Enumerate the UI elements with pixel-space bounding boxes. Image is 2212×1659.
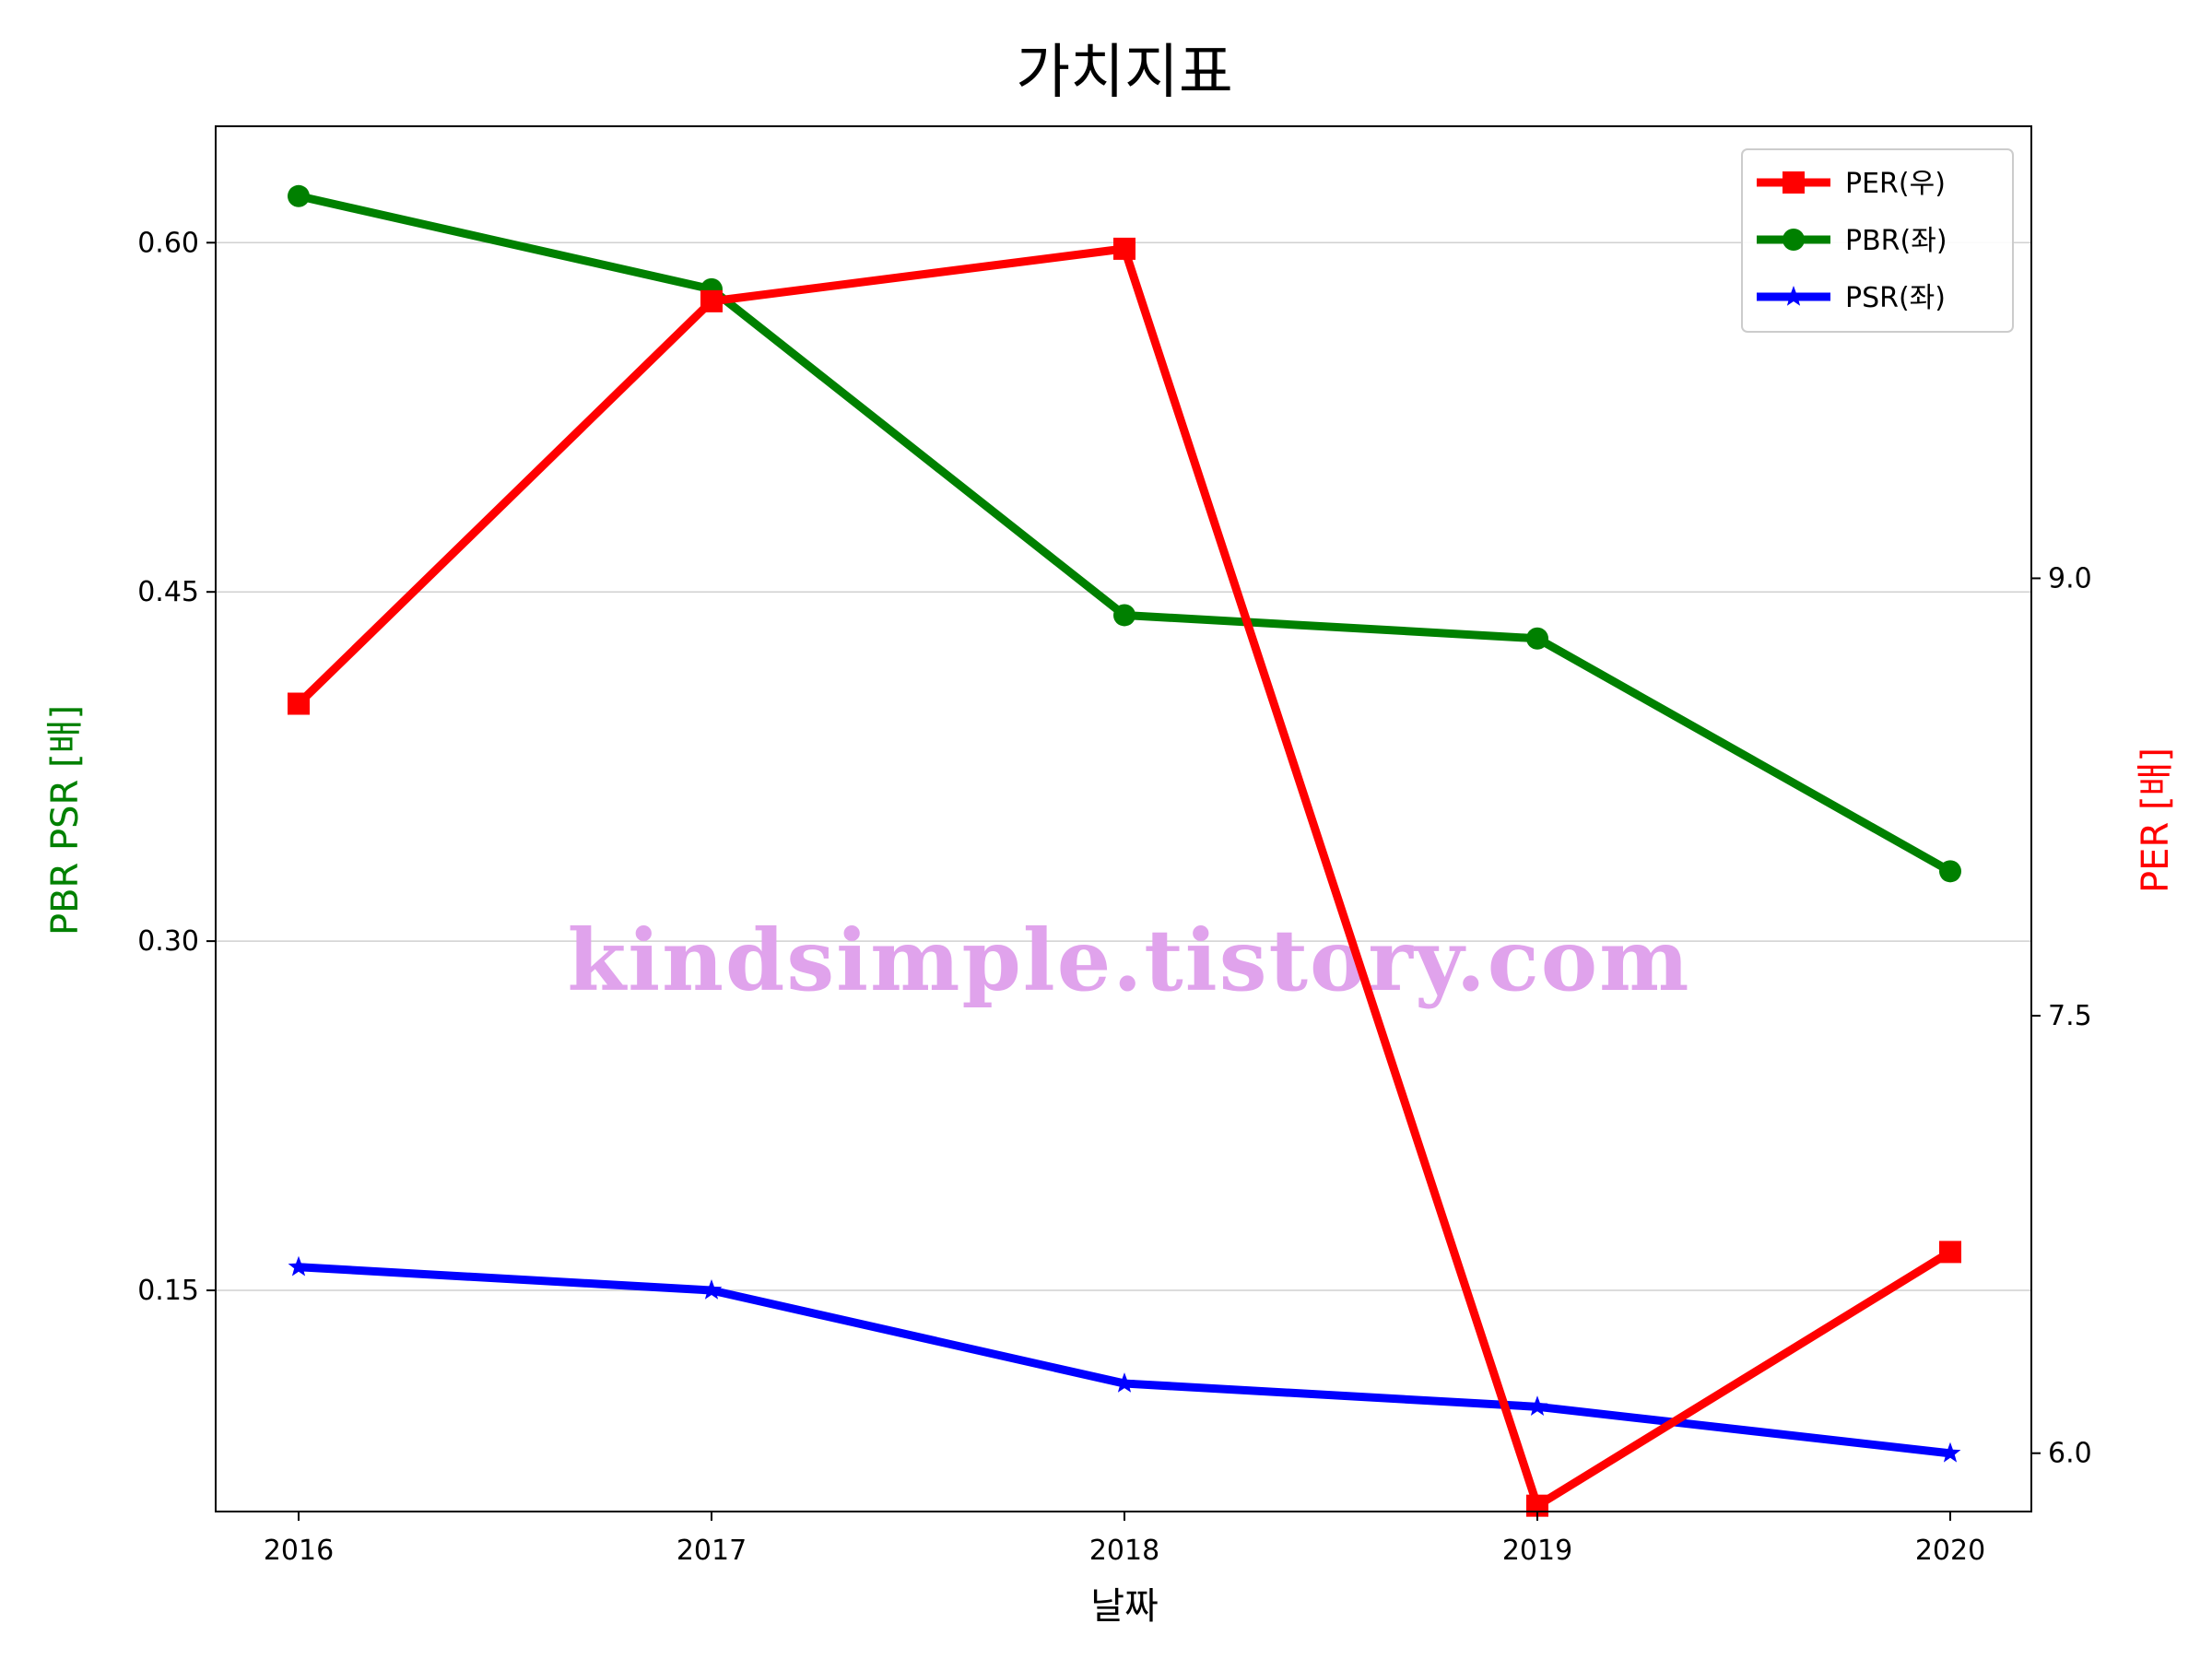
right-axis: 6.0 7.5 9.0 <box>2031 562 2092 1470</box>
series-psr <box>288 1255 1961 1463</box>
left-tick-label: 0.60 <box>137 227 199 259</box>
x-tick-label: 2019 <box>1502 1535 1572 1567</box>
legend-swatch-marker <box>1783 229 1805 251</box>
left-axis: 0.15 0.30 0.45 0.60 <box>137 227 216 1307</box>
pbr-point <box>1939 860 1961 883</box>
legend-item-pbr: PBR(좌) <box>1757 225 1947 257</box>
psr-point <box>700 1279 723 1300</box>
legend-label: PBR(좌) <box>1845 225 1947 257</box>
left-tick-label: 0.30 <box>137 925 199 958</box>
legend-label: PER(우) <box>1845 168 1946 200</box>
legend-label: PSR(좌) <box>1845 282 1946 314</box>
per-point <box>1939 1241 1961 1264</box>
x-tick-label: 2020 <box>1915 1535 1985 1567</box>
watermark: kindsimple.tistory.com <box>567 911 1690 1010</box>
legend-swatch-marker <box>1783 286 1805 306</box>
series-per <box>288 237 1961 1517</box>
left-tick-label: 0.45 <box>137 576 199 608</box>
legend: PER(우) PBR(좌) PSR(좌) <box>1741 148 2014 333</box>
legend-item-psr: PSR(좌) <box>1757 282 1946 314</box>
pbr-line <box>294 192 1955 876</box>
legend-swatch-marker <box>1783 171 1805 194</box>
x-axis: 2016 2017 2018 2019 2020 <box>264 1512 1985 1567</box>
x-tick-label: 2016 <box>264 1535 334 1567</box>
pbr-point <box>288 184 310 207</box>
plot-frame <box>215 125 2032 1512</box>
psr-line <box>294 1263 1955 1458</box>
left-axis-title: PBR PSR [배] <box>44 705 87 935</box>
x-axis-title: 날짜 <box>1090 1585 1159 1628</box>
right-tick-label: 7.5 <box>2048 1000 2092 1032</box>
psr-point <box>1526 1395 1548 1416</box>
per-point <box>288 692 310 715</box>
right-tick-label: 9.0 <box>2048 562 2092 594</box>
right-axis-title: PER [배] <box>2135 747 2177 893</box>
per-point <box>1113 237 1135 260</box>
psr-point <box>1939 1441 1961 1463</box>
chart-title: 가치지표 <box>1016 39 1233 107</box>
legend-box <box>1741 148 2014 333</box>
psr-point <box>288 1255 310 1277</box>
per-point <box>700 289 723 312</box>
legend-item-per: PER(우) <box>1757 168 1946 200</box>
series-pbr <box>288 184 1961 883</box>
left-tick-label: 0.15 <box>137 1275 199 1307</box>
x-tick-label: 2018 <box>1089 1535 1159 1567</box>
series-lines <box>288 184 1961 1517</box>
pbr-point <box>1113 604 1135 627</box>
psr-point <box>1113 1372 1135 1393</box>
per-line <box>294 244 1955 1511</box>
right-tick-label: 6.0 <box>2048 1438 2092 1470</box>
x-tick-label: 2017 <box>677 1535 747 1567</box>
pbr-point <box>1526 627 1548 650</box>
